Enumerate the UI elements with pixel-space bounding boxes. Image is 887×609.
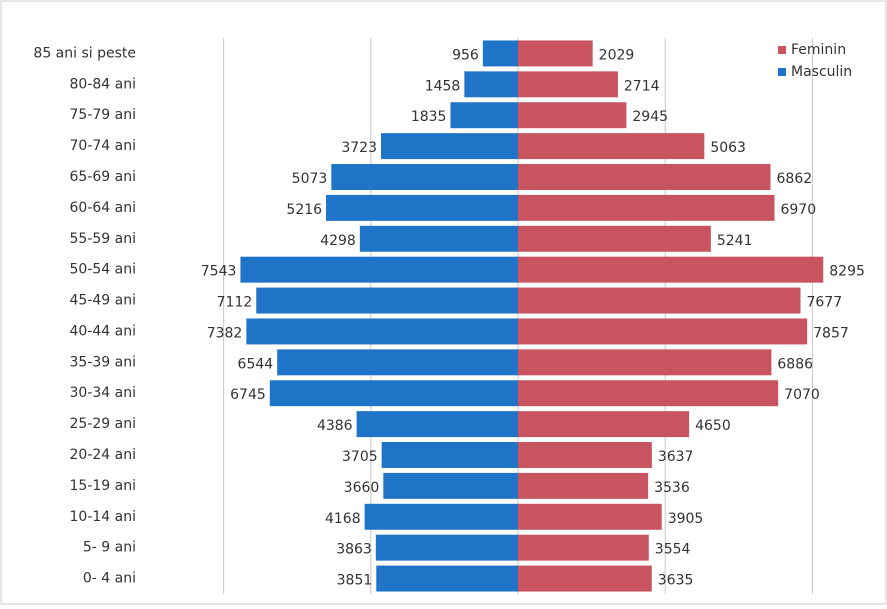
value-label: 7070 <box>784 387 820 403</box>
y-tick-label: 25-29 ani <box>70 416 136 432</box>
bar <box>518 194 775 221</box>
value-label: 3705 <box>342 449 378 465</box>
bar <box>518 380 779 407</box>
bar <box>518 287 801 314</box>
bar <box>482 40 518 67</box>
bar <box>256 287 518 314</box>
grid <box>223 38 813 594</box>
value-label: 3905 <box>668 511 704 527</box>
bar <box>381 442 518 468</box>
value-label: 3637 <box>658 449 694 465</box>
value-label: 3536 <box>654 480 690 496</box>
bar <box>518 503 662 530</box>
bar <box>376 565 518 592</box>
value-label: 2029 <box>599 47 635 63</box>
bar <box>380 133 518 160</box>
bar <box>464 71 518 98</box>
bar <box>277 349 518 376</box>
y-tick-label: 65-69 ani <box>70 169 136 185</box>
y-tick-label: 80-84 ani <box>70 76 136 92</box>
value-label: 4650 <box>695 418 731 434</box>
legend-label: Feminin <box>791 42 846 58</box>
bar <box>518 565 652 592</box>
y-tick-label: 15-19 ani <box>70 478 136 494</box>
bar <box>518 71 618 98</box>
bar <box>518 102 627 129</box>
value-label: 7857 <box>813 325 849 341</box>
value-label: 6886 <box>777 356 813 372</box>
value-label: 6745 <box>230 387 266 403</box>
bar <box>518 349 772 376</box>
legend-swatch <box>778 46 786 54</box>
value-label: 3863 <box>336 542 372 558</box>
value-label: 956 <box>452 47 479 63</box>
value-label: 8295 <box>829 264 865 280</box>
value-label: 1458 <box>425 78 461 94</box>
bar <box>518 133 705 160</box>
bar <box>375 534 518 561</box>
value-label: 3660 <box>344 480 380 496</box>
y-tick-label: 50-54 ani <box>70 262 136 278</box>
y-tick-label: 0- 4 ani <box>83 571 136 587</box>
value-label: 5073 <box>292 171 328 187</box>
value-label: 6862 <box>777 171 813 187</box>
bar <box>518 411 690 438</box>
value-label: 7112 <box>217 295 253 311</box>
y-tick-label: 60-64 ani <box>70 200 136 216</box>
value-label: 2945 <box>632 109 668 125</box>
bar <box>240 256 518 283</box>
labels: 85 ani si peste 80-84 ani 75-79 ani 70-74 a… <box>33 42 864 589</box>
y-tick-label: 5- 9 ani <box>83 540 136 556</box>
legend-swatch <box>778 68 786 76</box>
bar <box>518 318 808 345</box>
y-tick-label: 75-79 ani <box>70 107 136 123</box>
value-label: 7382 <box>207 325 243 341</box>
value-label: 5241 <box>717 233 753 249</box>
bar <box>326 194 518 221</box>
value-label: 3723 <box>341 140 377 156</box>
bar <box>364 503 518 530</box>
value-label: 5063 <box>710 140 746 156</box>
bar <box>518 164 771 190</box>
bar <box>359 225 518 252</box>
y-tick-label: 30-34 ani <box>70 385 136 401</box>
y-tick-label: 70-74 ani <box>70 138 136 154</box>
value-label: 4168 <box>325 511 361 527</box>
bars <box>240 40 824 592</box>
value-label: 3554 <box>655 542 691 558</box>
y-tick-label: 40-44 ani <box>70 323 136 339</box>
bar <box>246 318 518 345</box>
value-label: 6544 <box>238 356 274 372</box>
y-tick-label: 20-24 ani <box>70 447 136 463</box>
bar <box>518 472 649 499</box>
y-tick-label: 85 ani si peste <box>33 45 136 61</box>
bar <box>518 225 711 252</box>
bar <box>518 442 652 468</box>
value-label: 7543 <box>201 264 237 280</box>
bar <box>356 411 518 438</box>
value-label: 4386 <box>317 418 353 434</box>
value-label: 3851 <box>337 573 373 589</box>
value-label: 3635 <box>658 573 694 589</box>
bar <box>518 256 824 283</box>
y-tick-label: 35-39 ani <box>70 354 136 370</box>
y-tick-label: 10-14 ani <box>70 509 136 525</box>
bar <box>269 380 518 407</box>
bar <box>518 40 593 67</box>
value-label: 1835 <box>411 109 447 125</box>
legend-label: Masculin <box>791 64 852 80</box>
value-label: 5216 <box>286 202 322 218</box>
bar <box>331 164 518 190</box>
y-tick-label: 45-49 ani <box>70 293 136 309</box>
value-label: 7677 <box>807 295 843 311</box>
value-label: 2714 <box>624 78 660 94</box>
value-label: 4298 <box>320 233 356 249</box>
bar <box>383 472 518 499</box>
bar <box>518 534 649 561</box>
bar <box>450 102 518 129</box>
y-tick-label: 55-59 ani <box>70 231 136 247</box>
value-label: 6970 <box>780 202 816 218</box>
